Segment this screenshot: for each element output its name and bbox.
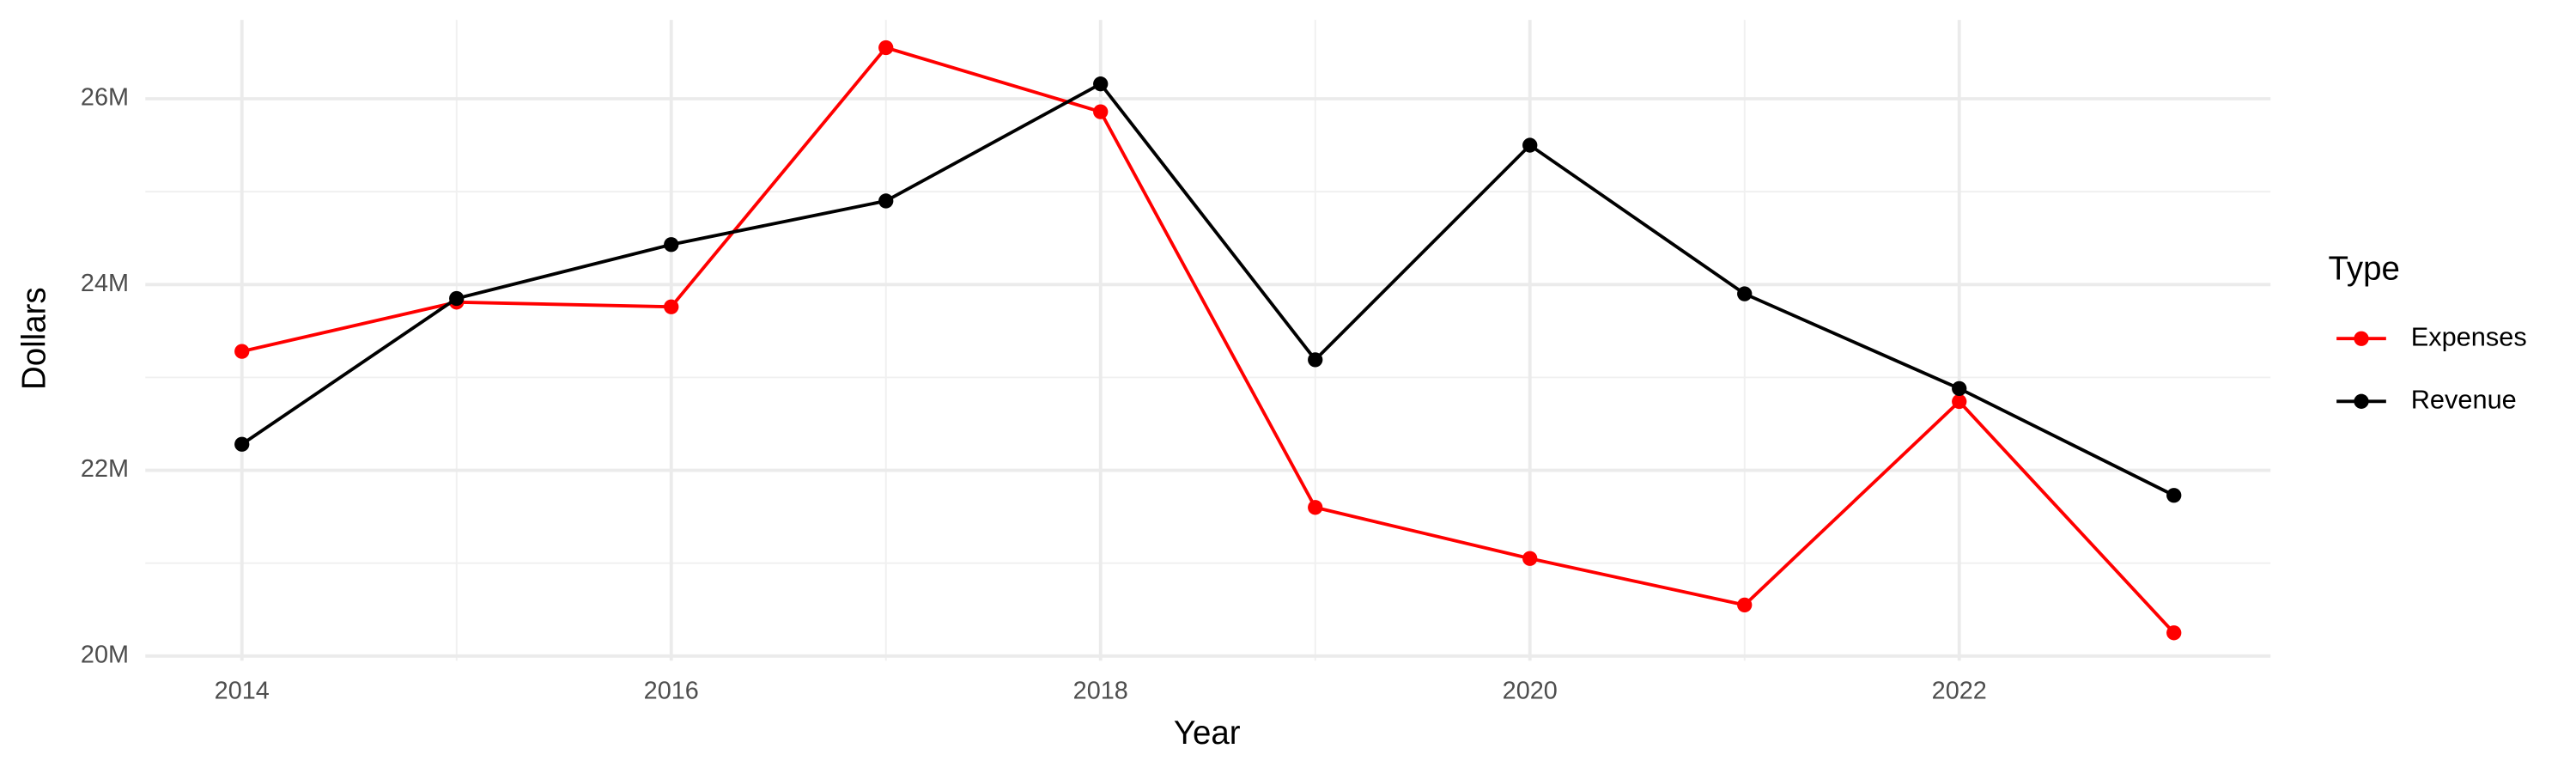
series-line [240, 82, 2175, 497]
y-tick-label: 24M [81, 270, 129, 297]
y-tick-label: 22M [81, 455, 129, 483]
legend-title: Type [2329, 251, 2400, 288]
y-axis-title: Dollars [15, 287, 52, 390]
x-tick-label: 2020 [1503, 677, 1558, 704]
data-point [1952, 380, 1967, 397]
data-point [878, 193, 894, 209]
y-tick-label: 20M [81, 641, 129, 668]
data-point [1308, 500, 1323, 515]
legend-marker [2354, 393, 2369, 409]
data-point [1737, 597, 1753, 613]
data-point [2166, 625, 2182, 641]
data-point [1093, 104, 1109, 119]
data-point [1737, 286, 1753, 301]
data-point [449, 290, 465, 307]
data-point [234, 436, 250, 452]
x-tick-label: 2014 [215, 677, 270, 704]
x-tick-label: 2018 [1073, 677, 1128, 704]
data-point [234, 344, 250, 359]
x-axis-title: Year [1174, 715, 1241, 752]
x-tick-label: 2022 [1932, 677, 1987, 704]
series-line [241, 46, 2176, 635]
data-point [1952, 393, 1967, 410]
legend-label: Revenue [2411, 384, 2517, 414]
data-point [1522, 137, 1538, 153]
data-point [664, 299, 679, 314]
legend-marker [2354, 331, 2369, 346]
data-point [1522, 551, 1538, 566]
x-tick-label: 2016 [644, 677, 699, 704]
data-point [1093, 76, 1109, 92]
legend-label: Expenses [2411, 321, 2527, 351]
y-tick-label: 26M [81, 84, 129, 112]
data-point [878, 40, 894, 56]
data-point [1308, 352, 1323, 368]
data-point [2166, 488, 2182, 503]
data-point [664, 237, 679, 253]
